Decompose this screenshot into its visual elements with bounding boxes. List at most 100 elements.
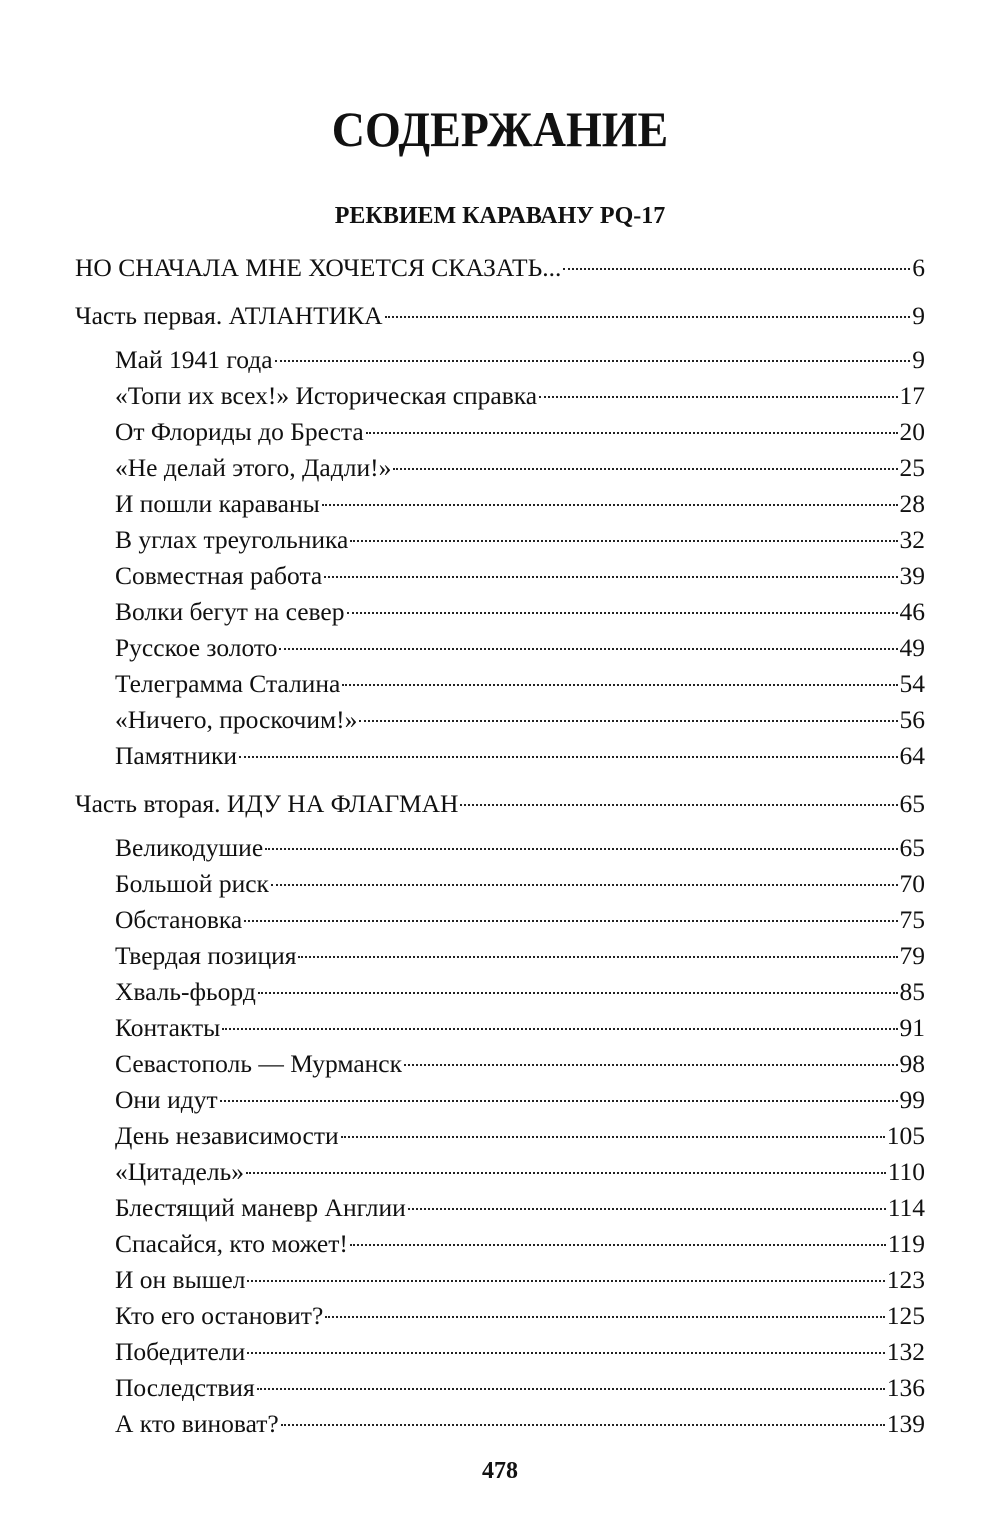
dot-leader — [346, 612, 898, 614]
toc-entry-page: 28 — [899, 489, 926, 518]
toc-entry-label: Последствия — [115, 1373, 255, 1402]
toc-entry-label: А кто виноват? — [115, 1409, 279, 1438]
toc-chapter-entry: Твердая позиция 79 — [115, 938, 925, 974]
toc-chapter-entry: «Цитадель» 110 — [115, 1154, 925, 1190]
dot-leader — [321, 504, 898, 506]
toc-entry-label: Часть вторая. ИДУ НА ФЛАГМАН — [75, 789, 459, 818]
toc-entry-page: 49 — [899, 633, 926, 662]
dot-leader — [359, 720, 898, 722]
toc-chapter-entry: В углах треугольника 32 — [115, 522, 925, 558]
toc-chapter-entry: Контакты 91 — [115, 1010, 925, 1046]
toc-entry-page: 79 — [899, 941, 926, 970]
toc-chapter-entry: Хваль-фьорд 85 — [115, 974, 925, 1010]
toc-chapter-entry: Большой риск 70 — [115, 866, 925, 902]
toc-entry-page: 65 — [899, 833, 926, 862]
toc-entry-page: 85 — [899, 977, 926, 1006]
toc-entry-label: Большой риск — [115, 869, 269, 898]
toc-chapter-entry: Русское золото 49 — [115, 630, 925, 666]
toc-chapter-entry: От Флориды до Бреста 20 — [115, 414, 925, 450]
dot-leader — [257, 992, 898, 994]
toc-chapter-entry: Севастополь — Мурманск 98 — [115, 1046, 925, 1082]
toc-entry-label: И пошли караваны — [115, 489, 320, 518]
dot-leader — [247, 1352, 885, 1354]
dot-leader — [245, 1172, 886, 1174]
toc-chapter-entry: Блестящий маневр Англии 114 — [115, 1190, 925, 1226]
toc-entry-page: 110 — [887, 1157, 925, 1186]
toc-entry-label: «Ничего, проскочим!» — [115, 705, 358, 734]
toc-chapter-entry: «Не делай этого, Дадли!» 25 — [115, 450, 925, 486]
toc-entry-label: Совместная работа — [115, 561, 323, 590]
page-title: СОДЕРЖАНИЕ — [331, 101, 669, 157]
toc-entry-label: «Цитадель» — [115, 1157, 244, 1186]
toc-entry-page: 119 — [887, 1229, 925, 1258]
dot-leader — [539, 396, 898, 398]
toc-entry-page: 9 — [912, 301, 925, 330]
dot-leader — [222, 1028, 898, 1030]
toc-chapter-entry: «Ничего, проскочим!» 56 — [115, 702, 925, 738]
toc-part-entry: Часть первая. АТЛАНТИКА 9 — [75, 298, 925, 334]
toc-entry-label: Памятники — [115, 741, 238, 770]
toc-entry-label: В углах треугольника — [115, 525, 349, 554]
toc-entry-page: 99 — [899, 1085, 926, 1114]
toc-entry-label: Русское золото — [115, 633, 278, 662]
toc-chapter-entry: Кто его остановит? 125 — [115, 1298, 925, 1334]
toc-entry-page: 32 — [899, 525, 926, 554]
toc-entry-label: Май 1941 года — [115, 345, 273, 374]
toc-entry-page: 17 — [899, 381, 926, 410]
toc-entry-label: «Топи их всех!» Историческая справка — [115, 381, 538, 410]
toc-entry-page: 114 — [887, 1193, 925, 1222]
toc-chapter-entry: А кто виноват? 139 — [115, 1406, 925, 1442]
toc-chapter-entry: И он вышел 123 — [115, 1262, 925, 1298]
dot-leader — [325, 1316, 885, 1318]
toc-entry-page: 6 — [912, 253, 925, 282]
dot-leader — [342, 684, 898, 686]
toc-entry-page: 20 — [899, 417, 926, 446]
toc-entry-label: Телеграмма Сталина — [115, 669, 341, 698]
dot-leader — [365, 432, 898, 434]
toc-entry-page: 54 — [899, 669, 926, 698]
toc-entry-page: 75 — [899, 905, 926, 934]
toc-chapter-entry: Последствия 136 — [115, 1370, 925, 1406]
toc-entry-page: 139 — [886, 1409, 925, 1438]
toc-entry-page: 132 — [886, 1337, 925, 1366]
toc-entry-label: Хваль-фьорд — [115, 977, 256, 1006]
dot-leader — [298, 956, 898, 958]
toc-entry-page: 39 — [899, 561, 926, 590]
toc-entry-page: 98 — [899, 1049, 926, 1078]
toc-entry-label: Твердая позиция — [115, 941, 297, 970]
toc-entry-intro: НО СНАЧАЛА МНЕ ХОЧЕТСЯ СКАЗАТЬ... 6 — [75, 250, 925, 286]
dot-leader — [324, 576, 898, 578]
dot-leader — [460, 804, 898, 806]
toc-entry-label: Победители — [115, 1337, 246, 1366]
toc-chapter-entry: И пошли караваны 28 — [115, 486, 925, 522]
dot-leader — [349, 1244, 886, 1246]
toc-chapter-entry: Великодушие 65 — [115, 830, 925, 866]
dot-leader — [340, 1136, 885, 1138]
toc-entry-page: 56 — [899, 705, 926, 734]
dot-leader — [239, 756, 898, 758]
dot-leader — [350, 540, 898, 542]
toc-entry-label: Великодушие — [115, 833, 264, 862]
toc-entry-page: 9 — [912, 345, 925, 374]
toc-entry-label: Спасайся, кто может! — [115, 1229, 348, 1258]
toc-chapter-entry: Волки бегут на север 46 — [115, 594, 925, 630]
toc-entry-label: Севастополь — Мурманск — [115, 1049, 402, 1078]
dot-leader — [279, 648, 898, 650]
toc-entry-label: Часть первая. АТЛАНТИКА — [75, 301, 383, 330]
toc-entry-page: 65 — [899, 789, 926, 818]
toc-entry-page: 25 — [899, 453, 926, 482]
dot-leader — [219, 1100, 898, 1102]
dot-leader — [404, 1064, 898, 1066]
table-of-contents: НО СНАЧАЛА МНЕ ХОЧЕТСЯ СКАЗАТЬ... 6 Част… — [0, 250, 1000, 1442]
toc-chapter-entry: Памятники 64 — [115, 738, 925, 774]
toc-entry-label: Кто его остановит? — [115, 1301, 324, 1330]
dot-leader — [563, 268, 911, 270]
toc-entry-page: 136 — [886, 1373, 925, 1402]
toc-entry-label: Блестящий маневр Англии — [115, 1193, 406, 1222]
dot-leader — [407, 1208, 886, 1210]
dot-leader — [274, 360, 911, 362]
toc-entry-page: 123 — [886, 1265, 925, 1294]
toc-entry-label: «Не делай этого, Дадли!» — [115, 453, 392, 482]
toc-entry-page: 105 — [886, 1121, 925, 1150]
dot-leader — [244, 920, 898, 922]
